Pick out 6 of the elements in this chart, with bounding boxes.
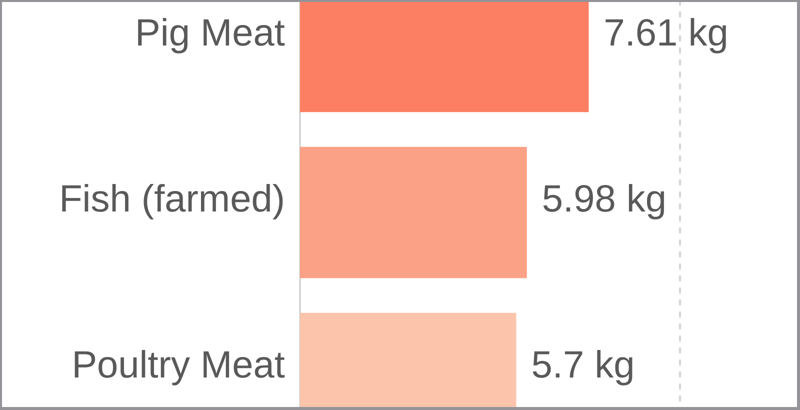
- y-tick-label: Fish (farmed): [59, 178, 285, 220]
- y-tick-label: Pig Meat: [135, 12, 286, 54]
- data-label: 5.7 kg: [531, 344, 635, 386]
- data-label: 7.61 kg: [604, 12, 728, 54]
- data-label: 5.98 kg: [542, 178, 667, 220]
- y-tick-label: Poultry Meat: [72, 344, 286, 386]
